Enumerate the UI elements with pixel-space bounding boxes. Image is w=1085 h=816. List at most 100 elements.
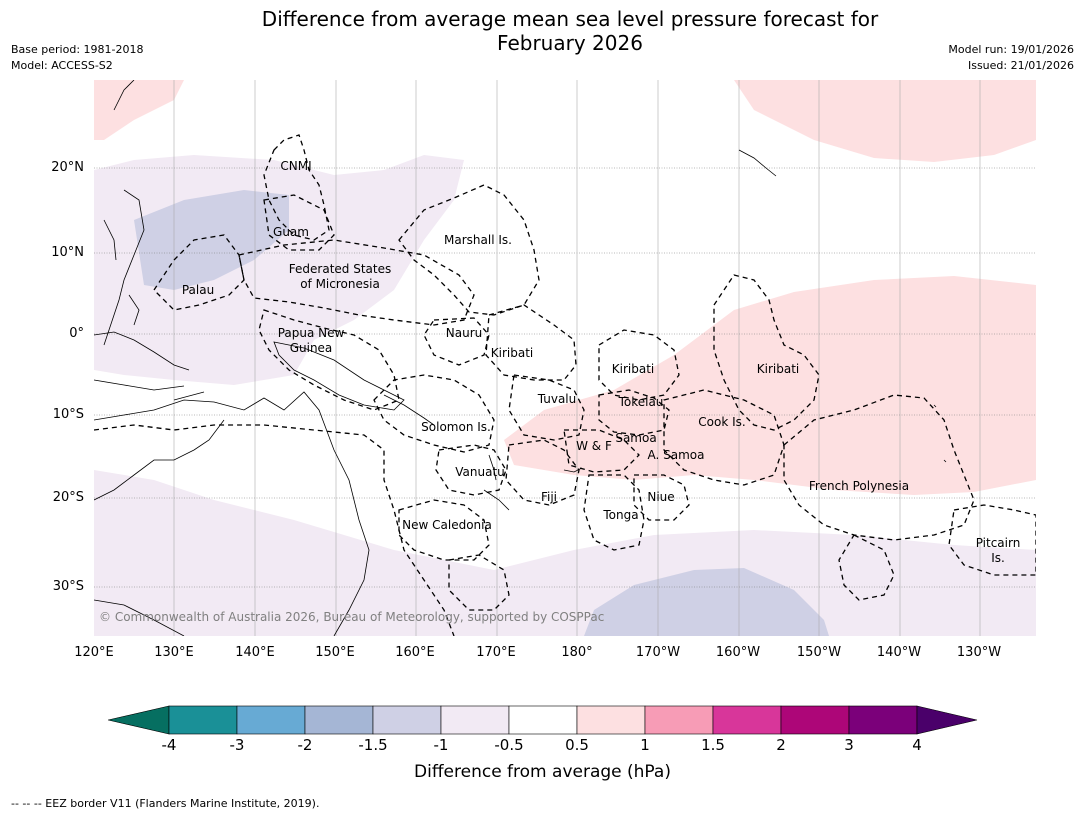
hawaii bbox=[738, 149, 777, 177]
title-line-2: February 2026 bbox=[497, 31, 643, 55]
eez-nz-north bbox=[448, 554, 510, 611]
new-caledonia bbox=[483, 489, 510, 511]
region-label-palau: Palau bbox=[181, 283, 215, 297]
eez-nauru bbox=[423, 317, 490, 366]
vanuatu bbox=[488, 454, 497, 481]
australia-coast bbox=[94, 391, 370, 636]
region-label-french-polynesia: French Polynesia bbox=[808, 479, 910, 493]
colorbar-tick: -3 bbox=[229, 736, 245, 754]
region-label-fsm-1: Federated States bbox=[288, 262, 392, 276]
eez-marshall bbox=[398, 184, 540, 316]
region-label-american-samoa: A. Samoa bbox=[647, 448, 705, 462]
colorbar-cell bbox=[576, 705, 646, 735]
region-label-cook: Cook Is. bbox=[698, 415, 746, 429]
eez-pitcairn bbox=[948, 504, 1036, 576]
region-label-guam: Guam bbox=[273, 225, 309, 239]
lon-label-130w: 130°W bbox=[956, 645, 1002, 660]
lon-label-160w: 160°W bbox=[715, 645, 761, 660]
graticule bbox=[94, 80, 1036, 636]
copyright-notice: © Commonwealth of Australia 2026, Bureau… bbox=[99, 610, 605, 624]
region-label-nauru: Nauru bbox=[445, 326, 483, 340]
anomaly-pink-north bbox=[734, 80, 1036, 162]
png-coast bbox=[273, 341, 405, 411]
region-label-niue: Niue bbox=[647, 490, 675, 504]
eez-cook bbox=[663, 389, 785, 486]
eez-vanuatu bbox=[435, 444, 507, 496]
region-label-samoa: Samoa bbox=[615, 431, 657, 445]
chart-title: Difference from average mean sea level p… bbox=[0, 7, 1085, 55]
eez-fp-south bbox=[838, 534, 895, 601]
region-label-fiji: Fiji bbox=[540, 490, 558, 504]
region-label-marshall: Marshall Is. bbox=[444, 233, 512, 247]
region-label-kiribati-line: Kiribati bbox=[756, 362, 800, 376]
lon-label-170w: 170°W bbox=[635, 645, 681, 660]
eez-fiji bbox=[505, 439, 580, 506]
region-label-kiribati-gilbert: Kiribati bbox=[490, 346, 534, 360]
anomaly-lavender-west bbox=[134, 190, 289, 290]
colorbar-tick: 0.5 bbox=[565, 736, 589, 754]
lat-label-20s: 20°S bbox=[52, 490, 84, 505]
colorbar-cell bbox=[508, 705, 578, 735]
colorbar-cell bbox=[712, 705, 782, 735]
issued-date: Issued: 21/01/2026 bbox=[967, 59, 1074, 72]
colorbar bbox=[108, 705, 978, 735]
pitcairn-dots bbox=[933, 404, 947, 463]
anomaly-lavender-south bbox=[584, 568, 829, 636]
anomaly-pink-nw bbox=[94, 80, 184, 140]
eez-french-polynesia bbox=[783, 394, 975, 541]
pressure-anomaly-map bbox=[94, 80, 1036, 636]
lon-label-160e: 160°E bbox=[395, 645, 435, 660]
region-label-fsm-2: of Micronesia bbox=[300, 277, 380, 291]
region-label-tokelau: Tokelau bbox=[618, 395, 664, 409]
anomaly-pink-east bbox=[504, 276, 1036, 495]
region-label-cnmi: CNMI bbox=[280, 159, 312, 173]
nz-coast bbox=[94, 599, 185, 636]
colorbar-tick: 4 bbox=[912, 736, 922, 754]
anomaly-light-purple-south bbox=[94, 470, 1036, 636]
colorbar-cell bbox=[372, 705, 442, 735]
colorbar-over-arrow bbox=[916, 705, 978, 735]
model-run: Model run: 19/01/2026 bbox=[948, 43, 1074, 56]
philippines-coast bbox=[103, 189, 145, 346]
eez-wf-samoa bbox=[563, 429, 640, 473]
solomon-is bbox=[383, 394, 435, 426]
eez-newcal bbox=[398, 499, 490, 561]
eez-solomon bbox=[373, 374, 495, 453]
colorbar-tick: 3 bbox=[844, 736, 854, 754]
colorbar-tick: -4 bbox=[161, 736, 177, 754]
colorbar-under-arrow bbox=[108, 705, 170, 735]
region-label-tonga: Tonga bbox=[603, 508, 639, 522]
meta-right: Model run: 19/01/2026 Issued: 21/01/2026 bbox=[948, 42, 1074, 74]
region-label-wallis-futuna: W & F bbox=[576, 439, 612, 453]
region-label-kiribati-phoenix: Kiribati bbox=[611, 362, 655, 376]
colorbar-cell bbox=[780, 705, 850, 735]
colorbar-cell bbox=[168, 705, 238, 735]
meta-left: Base period: 1981-2018 Model: ACCESS-S2 bbox=[11, 42, 143, 74]
lat-label-10s: 10°S bbox=[52, 407, 84, 422]
eez-kiribati-line bbox=[713, 274, 820, 431]
eez-png bbox=[258, 309, 400, 411]
eez-guam bbox=[263, 194, 335, 251]
region-label-new-caledonia: New Caledonia bbox=[402, 518, 492, 532]
colorbar-label: Difference from average (hPa) bbox=[414, 762, 671, 782]
title-line-1: Difference from average mean sea level p… bbox=[261, 7, 879, 31]
model-name: Model: ACCESS-S2 bbox=[11, 59, 113, 72]
colorbar-cell bbox=[644, 705, 714, 735]
indonesia-coast bbox=[94, 331, 205, 401]
colorbar-cell bbox=[848, 705, 918, 735]
fiji bbox=[563, 467, 583, 473]
lon-label-130e: 130°E bbox=[154, 645, 194, 660]
eez-cnmi bbox=[263, 134, 330, 241]
coastlines bbox=[94, 80, 947, 636]
eez-australia-east bbox=[94, 424, 455, 636]
eez-fsm bbox=[238, 239, 475, 326]
eez-legend-footer: -- -- -- EEZ border V11 (Flanders Marine… bbox=[11, 797, 320, 810]
eez-borders bbox=[94, 134, 1036, 636]
colorbar-cell bbox=[304, 705, 374, 735]
colorbar-cell bbox=[440, 705, 510, 735]
colorbar-cells bbox=[108, 705, 978, 735]
eez-palau bbox=[153, 234, 245, 311]
region-label-pitcairn-2: Is. bbox=[991, 551, 1005, 565]
colorbar-tick: -1 bbox=[433, 736, 449, 754]
lon-label-180: 180° bbox=[561, 645, 593, 660]
